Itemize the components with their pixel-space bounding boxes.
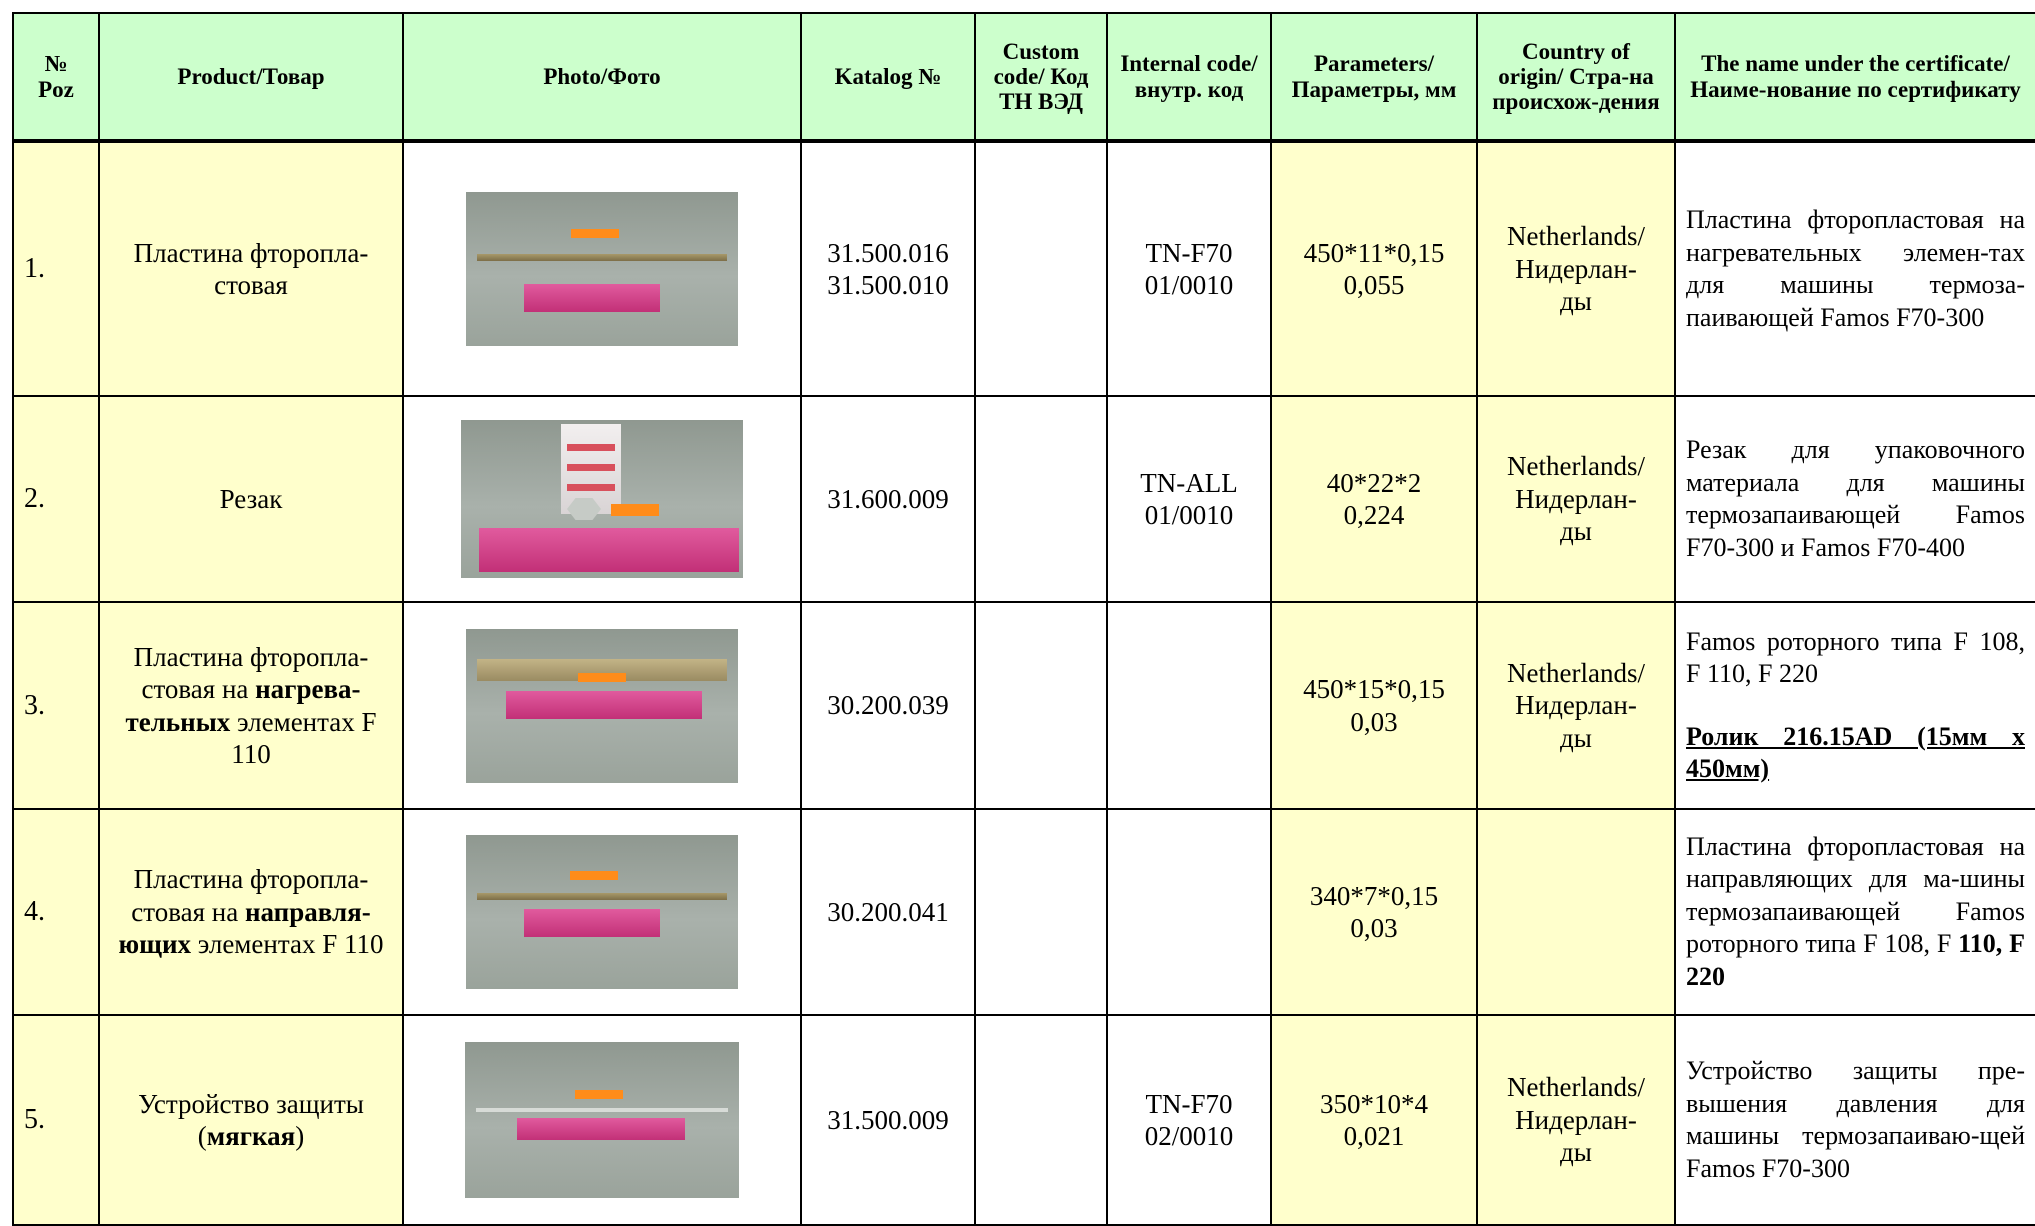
katalog-cell: 30.200.039: [800, 601, 976, 810]
header-parameters: Parameters/ Параметры, мм: [1270, 12, 1478, 143]
parameters-cell: 450*15*0,15 0,03: [1270, 601, 1478, 810]
header-internal-code: Internal code/ внутр. код: [1106, 12, 1272, 143]
internal-code-cell: TN-ALL 01/0010: [1106, 395, 1272, 603]
custom-code-cell: [974, 808, 1108, 1016]
products-table: № Poz Product/Товар Photo/Фото Katalog №…: [12, 12, 2035, 1226]
custom-code-cell: [974, 140, 1108, 397]
product-cell: Устройство защиты (мягкая): [98, 1014, 404, 1226]
country-cell: Netherlands/ Нидерлан- ды: [1476, 395, 1676, 603]
country-cell: Netherlands/ Нидерлан- ды: [1476, 1014, 1676, 1226]
parameters-cell: 350*10*4 0,021: [1270, 1014, 1478, 1226]
product-photo: [461, 420, 743, 578]
product-cell: Резак: [98, 395, 404, 603]
header-katalog: Katalog №: [800, 12, 976, 143]
header-custom-code: Custom code/ Код ТН ВЭД: [974, 12, 1108, 143]
photo-cell: [402, 140, 802, 397]
katalog-cell: 30.200.041: [800, 808, 976, 1016]
katalog-cell: 31.600.009: [800, 395, 976, 603]
poz-cell: 3.: [12, 601, 100, 810]
header-country: Country of origin/ Стра-на происхож-дени…: [1476, 12, 1676, 143]
country-cell: [1476, 808, 1676, 1016]
certificate-name-cell: Резак для упаковочного материала для маш…: [1674, 395, 2035, 603]
header-poz: № Poz: [12, 12, 100, 143]
table-row: 5. Устройство защиты (мягкая) 31.500.009…: [12, 1014, 2035, 1226]
country-cell: Netherlands/ Нидерлан- ды: [1476, 140, 1676, 397]
photo-cell: [402, 601, 802, 810]
photo-cell: [402, 395, 802, 603]
certificate-name-cell: Устройство защиты пре-вышения давления д…: [1674, 1014, 2035, 1226]
parameters-cell: 450*11*0,15 0,055: [1270, 140, 1478, 397]
poz-cell: 4.: [12, 808, 100, 1016]
poz-cell: 5.: [12, 1014, 100, 1226]
internal-code-cell: TN-F70 02/0010: [1106, 1014, 1272, 1226]
header-photo: Photo/Фото: [402, 12, 802, 143]
internal-code-cell: TN-F70 01/0010: [1106, 140, 1272, 397]
header-row: № Poz Product/Товар Photo/Фото Katalog №…: [12, 12, 2035, 143]
country-cell: Netherlands/ Нидерлан- ды: [1476, 601, 1676, 810]
product-photo: [465, 1042, 739, 1198]
table-row: 2. Резак 31.600.009 TN-ALL 01/0010 40*22…: [12, 395, 2035, 603]
poz-cell: 1.: [12, 140, 100, 397]
certificate-name-cell: Пластина фторопластовая на направляющих …: [1674, 808, 2035, 1016]
table-row: 3. Пластина фторопла-стовая на нагрева-т…: [12, 601, 2035, 810]
poz-cell: 2.: [12, 395, 100, 603]
custom-code-cell: [974, 601, 1108, 810]
photo-cell: [402, 808, 802, 1016]
certificate-name-cell: Famos роторного типа F 108, F 110, F 220…: [1674, 601, 2035, 810]
parameters-cell: 340*7*0,15 0,03: [1270, 808, 1478, 1016]
table-row: 1. Пластина фторопла-стовая 31.500.016 3…: [12, 140, 2035, 397]
product-photo: [466, 835, 738, 989]
photo-cell: [402, 1014, 802, 1226]
custom-code-cell: [974, 1014, 1108, 1226]
internal-code-cell: [1106, 601, 1272, 810]
katalog-cell: 31.500.009: [800, 1014, 976, 1226]
product-photo: [466, 192, 738, 346]
header-certificate-name: The name under the certificate/ Наиме-но…: [1674, 12, 2035, 143]
custom-code-cell: [974, 395, 1108, 603]
product-cell: Пластина фторопла-стовая: [98, 140, 404, 397]
internal-code-cell: [1106, 808, 1272, 1016]
parameters-cell: 40*22*2 0,224: [1270, 395, 1478, 603]
katalog-cell: 31.500.016 31.500.010: [800, 140, 976, 397]
product-cell: Пластина фторопла-стовая на направля-ющи…: [98, 808, 404, 1016]
product-cell: Пластина фторопла-стовая на нагрева-тель…: [98, 601, 404, 810]
table-row: 4. Пластина фторопла-стовая на направля-…: [12, 808, 2035, 1016]
certificate-name-cell: Пластина фторопластовая на нагревательны…: [1674, 140, 2035, 397]
product-photo: [466, 628, 738, 783]
header-product: Product/Товар: [98, 12, 404, 143]
